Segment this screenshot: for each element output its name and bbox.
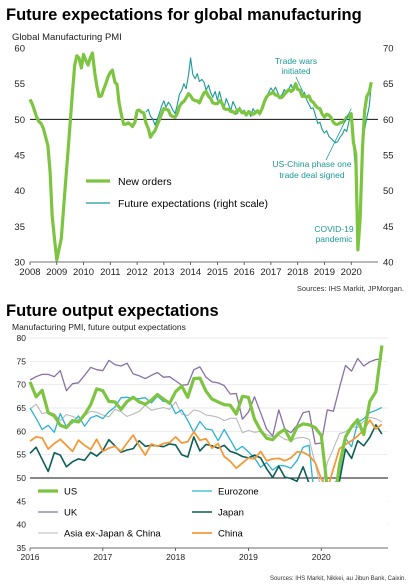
chart1-source: Sources: IHS Markit, JPMorgan. xyxy=(297,284,404,293)
chart2-left-axis-label: Manufacturing PMI, future output expecta… xyxy=(12,322,186,332)
chart1-left-tick-label: 60 xyxy=(14,44,25,55)
chart1-left-tick-label: 30 xyxy=(14,258,25,269)
chart1-right-tick-label: 50 xyxy=(383,186,394,197)
chart1-axes: 30 35 40 45 50 55 60 40 45 50 55 60 65 70 2008 2009 2010… xyxy=(14,44,393,279)
legend-asia-ex-japan-china-label: Asia ex-Japan & China xyxy=(64,529,161,540)
chart2-x-tick-label: 2018 xyxy=(166,552,185,562)
chart1-x-tick-label: 2009 xyxy=(46,267,67,278)
annotation-covid: COVID-19 xyxy=(314,224,353,234)
chart2-y-tick-label: 70 xyxy=(17,380,27,390)
legend-new-orders-label: New orders xyxy=(118,176,172,188)
chart1-right-tick-label: 45 xyxy=(383,222,394,233)
chart2-y-tick-label: 80 xyxy=(17,333,27,343)
chart2-y-tick-label: 40 xyxy=(17,520,27,530)
chart1-legend: New orders Future expectations (right sca… xyxy=(86,176,268,210)
chart1-x-tick-label: 2011 xyxy=(100,267,120,278)
chart1-right-tick-label: 70 xyxy=(383,44,394,55)
chart1-x-tick-label: 2013 xyxy=(153,267,174,278)
new-orders-line xyxy=(28,51,373,262)
chart2-x-tick-label: 2017 xyxy=(93,552,112,562)
annotation-phase-one: US-China phase one xyxy=(273,159,352,169)
chart2-y-tick-label: 55 xyxy=(17,450,27,460)
chart2-x-tick-label: 2016 xyxy=(21,552,40,562)
chart1-left-tick-label: 40 xyxy=(14,186,25,197)
chart1-x-tick-label: 2015 xyxy=(207,267,228,278)
chart2-x-tick-label: 2020 xyxy=(312,552,331,562)
chart2-y-tick-label: 50 xyxy=(17,473,27,483)
chart1-x-tick-label: 2018 xyxy=(287,267,308,278)
chart2-title: Future output expectations xyxy=(6,302,219,320)
chart1-left-tick-label: 45 xyxy=(14,151,25,162)
chart2-x-tick-label: 2019 xyxy=(239,552,258,562)
chart1-x-tick-label: 2019 xyxy=(314,267,335,278)
legend-us-label: US xyxy=(64,487,77,498)
future-expectations-line xyxy=(145,57,372,242)
chart1-lines xyxy=(28,51,373,262)
chart1-left-tick-label: 55 xyxy=(14,79,25,90)
chart1-x-tick-label: 2012 xyxy=(127,267,148,278)
annotation-trade-wars-leader xyxy=(295,76,304,93)
chart1-x-tick-label: 2008 xyxy=(19,267,40,278)
chart1-right-tick-label: 55 xyxy=(383,151,394,162)
legend-future-expectations-label: Future expectations (right scale) xyxy=(118,198,268,210)
us-line xyxy=(28,345,384,511)
chart2-source: Sources: IHS Markit, Nikkei, au Jibun Ba… xyxy=(270,576,406,582)
annotation-trade-wars-line2: initiated xyxy=(281,66,311,76)
chart2-y-tick-label: 60 xyxy=(17,426,27,436)
chart1-x-tick-label: 2010 xyxy=(73,267,94,278)
chart1-right-tick-label: 65 xyxy=(383,79,394,90)
legend-eurozone-label: Eurozone xyxy=(218,487,259,498)
chart2-y-tick-label: 35 xyxy=(17,543,27,553)
legend-japan-label: Japan xyxy=(218,508,244,519)
chart1-x-tick-label: 2014 xyxy=(180,267,201,278)
chart2-y-tick-label: 75 xyxy=(17,356,27,366)
chart1-left-tick-label: 50 xyxy=(14,115,25,126)
chart2-y-tick-label: 45 xyxy=(17,496,27,506)
chart1-left-tick-label: 35 xyxy=(14,222,25,233)
chart1-x-tick-label: 2017 xyxy=(260,267,281,278)
chart1-right-tick-label: 40 xyxy=(383,258,394,269)
chart2-legend: US Eurozone UK Japan Asia ex-Japan & China Ch… xyxy=(31,482,387,542)
legend-uk-label: UK xyxy=(64,508,78,519)
annotation-covid-line2: pandemic xyxy=(316,234,354,244)
chart1-left-axis-label: Global Manufacturing PMI xyxy=(12,32,122,43)
chart1-right-tick-label: 60 xyxy=(383,115,394,126)
annotation-phase-one-line2: trade deal signed xyxy=(279,170,344,180)
annotation-phase-one-leader xyxy=(325,108,352,161)
chart1-x-tick-label: 2016 xyxy=(234,267,255,278)
chart2-y-tick-label: 65 xyxy=(17,403,27,413)
uk-line xyxy=(29,357,382,445)
chart1-title: Future expectations for global manufactu… xyxy=(6,6,362,24)
annotation-trade-wars: Trade wars xyxy=(275,56,317,66)
legend-china-label: China xyxy=(218,529,244,540)
chart1-x-tick-label: 2020 xyxy=(341,267,362,278)
